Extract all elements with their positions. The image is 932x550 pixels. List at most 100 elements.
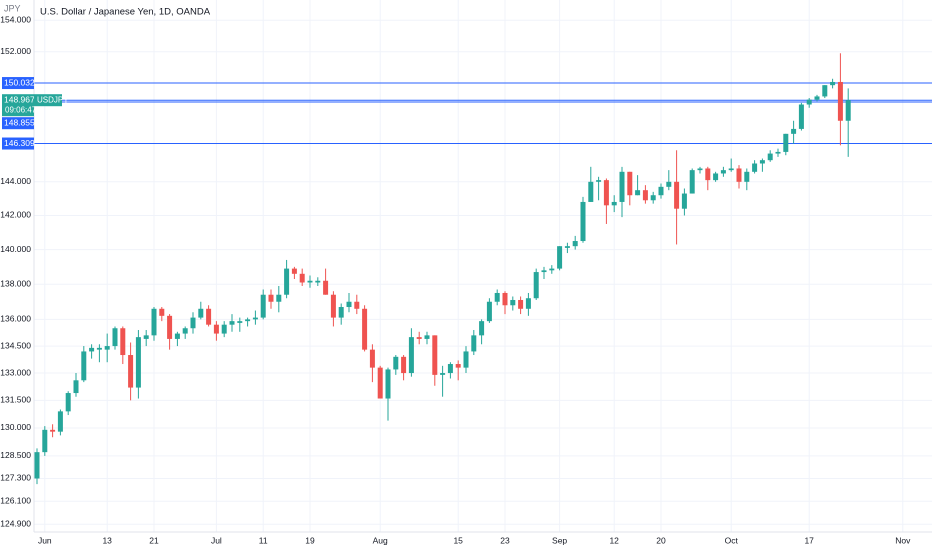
candle-body bbox=[112, 328, 118, 347]
candle-body bbox=[206, 308, 212, 325]
candle-body bbox=[471, 335, 477, 352]
candle-body bbox=[362, 308, 368, 350]
y-tick-label: 128.500 bbox=[0, 450, 31, 460]
candle-body bbox=[440, 373, 446, 375]
candle-body bbox=[143, 335, 149, 339]
y-tick-label: 134.500 bbox=[0, 340, 31, 350]
price-label-box bbox=[2, 77, 34, 90]
candle-body bbox=[822, 85, 828, 97]
candle-body bbox=[73, 380, 79, 394]
candle-body bbox=[167, 315, 173, 339]
candle-body bbox=[533, 272, 539, 299]
candle-body bbox=[34, 452, 40, 479]
candle-body bbox=[174, 333, 180, 339]
candle-body bbox=[198, 308, 204, 318]
candle-body bbox=[128, 355, 134, 388]
x-tick-label: Aug bbox=[373, 535, 388, 545]
candle-body bbox=[151, 308, 157, 336]
candle-body bbox=[627, 171, 633, 196]
candles bbox=[34, 53, 851, 485]
symbol-tag bbox=[34, 94, 62, 107]
candle-body bbox=[689, 170, 695, 194]
x-tick-label: 15 bbox=[453, 535, 463, 545]
x-tick-label: 11 bbox=[259, 535, 268, 545]
candle-body bbox=[525, 298, 531, 309]
candle-body bbox=[260, 294, 266, 318]
candle-body bbox=[96, 347, 102, 350]
price-label-box bbox=[2, 117, 34, 130]
candle-body bbox=[674, 181, 680, 209]
candle-body bbox=[104, 346, 110, 350]
y-tick-label: 133.000 bbox=[0, 367, 31, 377]
candle-body bbox=[291, 268, 297, 274]
candle-body bbox=[135, 337, 141, 388]
candle-body bbox=[806, 99, 812, 105]
x-tick-label: 21 bbox=[149, 535, 159, 545]
candle-body bbox=[89, 347, 95, 352]
candle-body bbox=[783, 133, 789, 152]
x-tick-label: 13 bbox=[102, 535, 112, 545]
candle-body bbox=[57, 411, 63, 432]
price-label: 150.032 bbox=[4, 77, 35, 87]
x-tick-label: 12 bbox=[609, 535, 619, 545]
candle-body bbox=[369, 349, 375, 368]
chart-title: U.S. Dollar / Japanese Yen, 1D, OANDA bbox=[40, 7, 211, 18]
candle-body bbox=[159, 308, 165, 316]
candle-body bbox=[798, 104, 804, 129]
candle-body bbox=[767, 153, 773, 161]
candle-body bbox=[713, 173, 719, 181]
price-label-box bbox=[2, 94, 34, 117]
x-tick-label: 20 bbox=[656, 535, 666, 545]
y-tick-label: 140.000 bbox=[0, 244, 31, 254]
candle-body bbox=[401, 356, 407, 374]
candle-body bbox=[338, 307, 344, 318]
candle-body bbox=[830, 81, 836, 86]
candle-body bbox=[221, 324, 227, 334]
candle-body bbox=[50, 429, 56, 432]
price-label: 146.309 bbox=[4, 138, 35, 148]
candle-body bbox=[330, 294, 336, 318]
candle-body bbox=[791, 128, 797, 134]
candle-body bbox=[681, 193, 687, 209]
candle-body bbox=[276, 294, 282, 302]
x-tick-label: Oct bbox=[725, 535, 739, 545]
candle-body bbox=[81, 351, 87, 381]
candle-body bbox=[775, 151, 781, 154]
y-tick-label: 136.000 bbox=[0, 314, 31, 324]
candle-body bbox=[619, 171, 625, 202]
candle-body bbox=[564, 246, 570, 248]
y-tick-label: 152.000 bbox=[0, 46, 31, 56]
candle-body bbox=[642, 190, 648, 201]
candle-body bbox=[323, 280, 329, 295]
candle-body bbox=[705, 168, 711, 181]
candle-body bbox=[432, 335, 438, 375]
candle-body bbox=[588, 181, 594, 202]
candle-body bbox=[541, 270, 547, 273]
candle-body bbox=[299, 273, 305, 283]
candle-body bbox=[377, 367, 383, 399]
candle-body bbox=[120, 328, 126, 356]
candle-body bbox=[479, 321, 485, 336]
x-tick-label: 23 bbox=[500, 535, 510, 545]
countdown: 09:06:47 bbox=[5, 105, 37, 114]
candle-body bbox=[486, 301, 492, 322]
y-tick-label: 142.000 bbox=[0, 210, 31, 220]
candle-body bbox=[252, 317, 258, 320]
candle-body bbox=[416, 337, 422, 339]
candle-body bbox=[424, 335, 430, 339]
candle-body bbox=[307, 280, 313, 283]
candle-body bbox=[346, 301, 352, 308]
candle-body bbox=[845, 100, 851, 121]
price-label-box bbox=[2, 137, 34, 150]
candle-body bbox=[759, 160, 765, 164]
candle-body bbox=[182, 328, 188, 334]
y-tick-label: 130.000 bbox=[0, 422, 31, 432]
candle-body bbox=[557, 246, 563, 269]
price-lines bbox=[34, 82, 932, 145]
candle-body bbox=[315, 280, 321, 283]
x-tick-label: 19 bbox=[305, 535, 315, 545]
candle-body bbox=[213, 324, 219, 334]
candle-body bbox=[518, 299, 524, 309]
candle-body bbox=[229, 321, 235, 325]
